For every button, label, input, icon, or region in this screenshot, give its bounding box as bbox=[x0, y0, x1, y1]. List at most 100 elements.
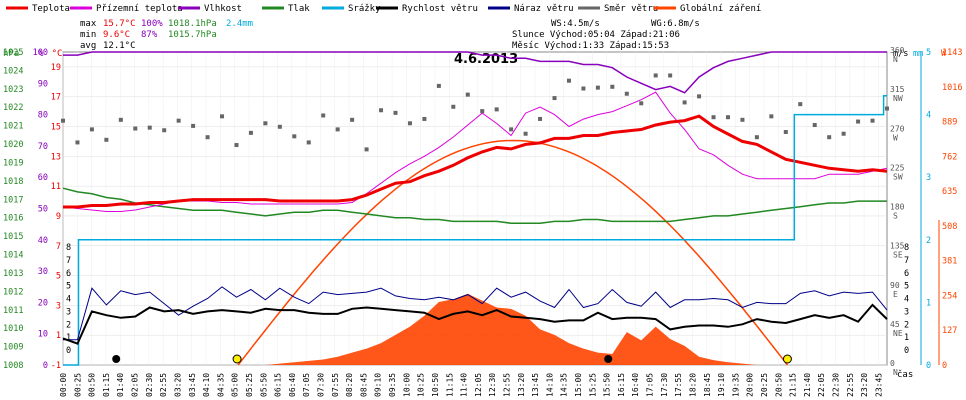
legend-label: Směr větru bbox=[604, 4, 658, 14]
x-tick-label: 17:55 bbox=[674, 373, 683, 397]
x-tick-label: 09:10 bbox=[374, 373, 383, 397]
series-rain bbox=[63, 95, 887, 366]
axis-hpa-tick: 1017 bbox=[3, 195, 23, 205]
x-tick-label: 02:30 bbox=[145, 373, 154, 397]
wind-dir-point bbox=[321, 113, 326, 118]
x-tick-label: 20:25 bbox=[760, 373, 769, 397]
axis-direction-tick: 135 bbox=[890, 242, 905, 251]
x-tick-label: 02:05 bbox=[131, 373, 140, 397]
axis-hpa-tick: 1025 bbox=[3, 48, 23, 58]
axis-celsius-tick: -1 bbox=[51, 361, 61, 371]
axis-hpa-tick: 1019 bbox=[3, 158, 23, 168]
x-axis-label: čas bbox=[897, 369, 913, 380]
wind-dir-point bbox=[494, 107, 499, 112]
wind-dir-point bbox=[133, 126, 138, 131]
axis-wind-left-tick: 1 bbox=[66, 333, 71, 343]
axis-percent-tick: 90 bbox=[38, 79, 48, 89]
axis-wind-left-tick: 6 bbox=[66, 269, 71, 279]
x-tick-label: 09:35 bbox=[388, 373, 397, 397]
axis-wind-left-tick: 8 bbox=[66, 243, 71, 253]
wind-dir-point bbox=[754, 135, 759, 140]
stat-min-press: 1015.7hPa bbox=[168, 30, 217, 40]
x-tick-label: 01:40 bbox=[116, 373, 125, 397]
axis-rain-tick: 5 bbox=[926, 48, 931, 58]
axis-percent-tick: 40 bbox=[38, 236, 48, 246]
axis-wind-right-tick: 5 bbox=[904, 282, 909, 292]
axis-direction-name: N bbox=[893, 55, 898, 64]
x-tick-label: 21:40 bbox=[803, 373, 812, 397]
wind-dir-point bbox=[393, 110, 398, 115]
axis-direction-name: SW bbox=[893, 172, 903, 181]
chart-title: 4.6.2013 bbox=[454, 52, 518, 67]
x-tick-label: 20:50 bbox=[774, 373, 783, 397]
radiation-area bbox=[63, 293, 887, 365]
wind-dir-point bbox=[118, 117, 123, 122]
stat-min-hum: 87% bbox=[141, 30, 158, 40]
series-temperature bbox=[63, 114, 888, 209]
wind-dir-point bbox=[335, 127, 340, 132]
wind-dir-point bbox=[292, 134, 297, 139]
axis-direction-tick: 360 bbox=[890, 46, 905, 55]
wind-dir-point bbox=[885, 106, 889, 111]
wind-dir-point bbox=[407, 121, 412, 126]
sunset-marker bbox=[782, 354, 792, 364]
axis-celsius-tick: 15 bbox=[51, 123, 61, 133]
axis-wind-right-tick: 8 bbox=[904, 243, 909, 253]
x-tick-label: 12:05 bbox=[474, 373, 483, 397]
legend-label: Tlak bbox=[288, 4, 310, 14]
moonrise-marker bbox=[112, 355, 121, 363]
sunrise-marker bbox=[232, 354, 242, 364]
axis-wind-left-tick: 7 bbox=[66, 256, 71, 266]
axis-percent-tick: 80 bbox=[38, 111, 48, 121]
x-tick-label: 05:25 bbox=[245, 373, 254, 397]
wind-dir-point bbox=[827, 135, 832, 140]
axis-wind-left-tick: 3 bbox=[66, 307, 71, 317]
axis-rain-tick: 0 bbox=[926, 361, 931, 371]
x-tick-label: 22:05 bbox=[817, 373, 826, 397]
wind-dir-point bbox=[725, 115, 730, 120]
x-tick-label: 00:25 bbox=[73, 373, 82, 397]
x-tick-label: 22:55 bbox=[846, 373, 855, 397]
wind-dir-point bbox=[465, 92, 470, 97]
legend-label: Globální záření bbox=[680, 4, 761, 14]
wind-dir-point bbox=[436, 83, 441, 88]
axis-radiation-tick: 1016 bbox=[942, 83, 962, 93]
axis-celsius-tick: 13 bbox=[51, 152, 61, 162]
axis-radiation-tick: 889 bbox=[942, 118, 957, 128]
wind-dir-point bbox=[610, 84, 615, 89]
wind-dir-point bbox=[480, 109, 485, 114]
axis-direction-tick: 0 bbox=[890, 359, 895, 368]
axis-percent-tick: 20 bbox=[38, 298, 48, 308]
x-tick-label: 12:55 bbox=[502, 373, 511, 397]
stat-max-temp: 15.7°C bbox=[103, 19, 136, 29]
axis-hpa-tick: 1011 bbox=[3, 306, 23, 316]
wind-dir-point bbox=[205, 135, 210, 140]
wind-dir-point bbox=[61, 118, 65, 123]
series-wind-gust bbox=[63, 286, 888, 341]
axis-radiation-tick: 0 bbox=[942, 361, 947, 371]
moonset-marker bbox=[604, 355, 613, 363]
axis-direction-name: N bbox=[893, 368, 898, 377]
x-tick-label: 11:15 bbox=[445, 373, 454, 397]
wind-dir-point bbox=[220, 114, 225, 119]
x-tick-label: 17:30 bbox=[660, 373, 669, 397]
axis-rain-tick: 1 bbox=[926, 298, 931, 308]
stat-min-label: min bbox=[80, 30, 96, 40]
stat-min-temp: 9.6°C bbox=[103, 30, 130, 40]
x-tick-label: 02:55 bbox=[159, 373, 168, 397]
axis-percent-tick: 100 bbox=[33, 48, 48, 58]
x-tick-label: 15:50 bbox=[603, 373, 612, 397]
wind-dir-point bbox=[798, 102, 803, 107]
x-tick-label: 16:40 bbox=[631, 373, 640, 397]
legend-label: Srážky bbox=[348, 4, 381, 14]
axis-wind-left-tick: 2 bbox=[66, 320, 71, 330]
x-tick-label: 18:20 bbox=[688, 373, 697, 397]
axis-direction-tick: 180 bbox=[890, 203, 905, 212]
wind-dir-point bbox=[639, 101, 644, 106]
axis-wind-right-tick: 4 bbox=[904, 295, 909, 305]
axis-wind-label: m/s bbox=[893, 49, 908, 59]
x-tick-label: 16:15 bbox=[617, 373, 626, 397]
axis-hpa-tick: 1023 bbox=[3, 85, 23, 95]
info-sun: Slunce Východ:05:04 Západ:21:06 bbox=[512, 30, 680, 40]
wind-dir-point bbox=[668, 73, 673, 78]
